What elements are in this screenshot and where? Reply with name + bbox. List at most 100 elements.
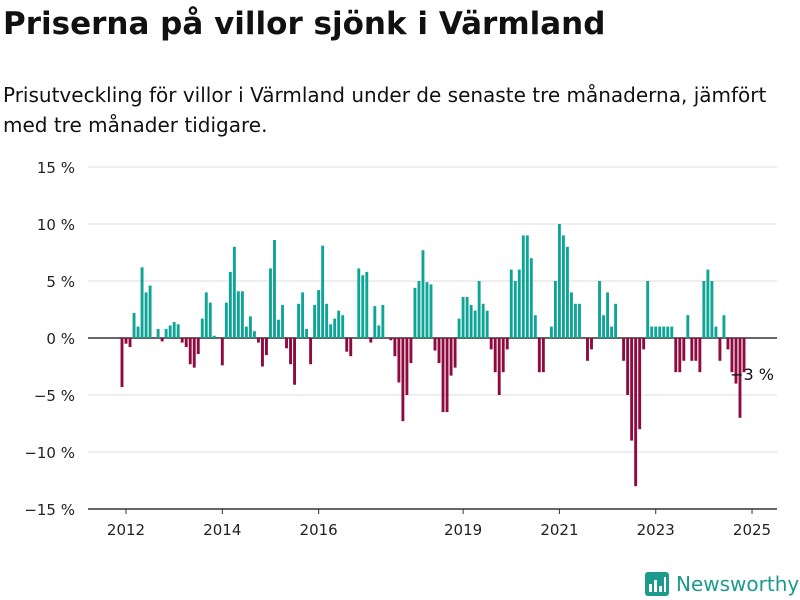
bar	[694, 338, 698, 361]
bar	[212, 335, 216, 338]
bar	[433, 338, 437, 351]
bar-chart: 15 %10 %5 %0 %−5 %−10 %−15 % 2012 2014 201…	[24, 159, 777, 539]
bar	[252, 331, 256, 338]
bar	[373, 306, 377, 338]
bar	[646, 281, 650, 338]
annotation: −3 %	[730, 365, 774, 384]
bar	[574, 303, 577, 338]
bar	[525, 235, 529, 338]
bar	[329, 324, 333, 338]
bar	[606, 292, 610, 338]
y-tick-label: −5 %	[34, 387, 75, 405]
bar	[662, 326, 666, 338]
bar	[293, 338, 296, 385]
bar	[345, 338, 349, 352]
x-tick-label: 2019	[444, 521, 482, 539]
bar	[281, 304, 284, 338]
bar	[634, 338, 638, 487]
y-tick-label: 5 %	[46, 273, 75, 291]
bar	[469, 304, 473, 338]
bar	[578, 303, 581, 338]
bar	[128, 338, 132, 348]
bar	[361, 275, 365, 338]
chart-subtitle: Prisutveckling för villor i Värmland und…	[3, 83, 767, 137]
bar	[557, 224, 561, 338]
bar	[586, 338, 589, 361]
bar	[208, 302, 212, 338]
bar	[132, 312, 136, 338]
bar	[698, 338, 702, 373]
bar	[549, 326, 553, 338]
bar	[192, 338, 196, 368]
bar	[409, 338, 413, 364]
bar	[341, 315, 345, 338]
bar	[529, 258, 533, 338]
bar	[124, 338, 128, 344]
bar	[654, 326, 658, 338]
bar	[297, 303, 301, 338]
bar	[269, 268, 272, 338]
bar	[437, 338, 441, 364]
y-tick-label: 15 %	[37, 159, 75, 177]
bar	[533, 315, 537, 338]
bar	[453, 338, 457, 368]
bar	[349, 338, 353, 357]
bar	[236, 291, 240, 338]
bar	[333, 318, 337, 338]
bar	[188, 338, 192, 365]
bar	[120, 338, 124, 388]
bar	[670, 326, 674, 338]
bar	[240, 291, 244, 338]
bar	[325, 303, 329, 338]
x-tick-label: 2014	[203, 521, 241, 539]
bar	[666, 326, 670, 338]
x-tick-label: 2023	[637, 521, 675, 539]
x-tick-label: 2025	[733, 521, 771, 539]
bar	[164, 328, 168, 338]
bar	[321, 245, 325, 338]
bar	[541, 338, 545, 373]
bar	[553, 281, 557, 338]
bar	[401, 338, 405, 422]
x-tick-label: 2021	[540, 521, 578, 539]
bar	[389, 338, 393, 341]
bar	[136, 326, 140, 338]
bar-chart-icon	[645, 572, 669, 596]
bar	[277, 319, 280, 338]
bar	[610, 326, 614, 338]
bar	[742, 338, 746, 373]
bar	[244, 326, 248, 338]
bar	[493, 338, 497, 373]
bars	[120, 224, 746, 487]
bar	[614, 303, 618, 338]
bar	[224, 302, 228, 338]
bar	[726, 338, 730, 350]
bar	[650, 326, 654, 338]
bar	[248, 316, 252, 338]
bar	[690, 338, 694, 361]
bar	[501, 338, 505, 373]
bar	[642, 338, 646, 350]
bar	[509, 269, 513, 338]
x-axis: 2012 2014 2016 2019 2021 2023 2025	[88, 508, 777, 539]
bar	[168, 325, 172, 338]
bar	[570, 292, 573, 338]
y-tick-label: 10 %	[37, 216, 75, 234]
bar	[682, 338, 686, 361]
bar	[638, 338, 642, 430]
bar	[513, 281, 517, 338]
bar	[730, 338, 734, 373]
bar	[561, 235, 565, 338]
bar	[517, 269, 521, 338]
bar	[413, 287, 417, 338]
annotation-label: −3 %	[730, 365, 774, 384]
bar	[702, 281, 706, 338]
x-tick-label: 2012	[107, 521, 145, 539]
bar	[337, 310, 341, 338]
bar	[425, 282, 429, 338]
bar	[289, 338, 292, 365]
bar	[722, 315, 726, 338]
bar	[220, 338, 224, 366]
y-axis-tick-labels: 15 % 10 % 5 % 0 % −5 % −10 % −15 %	[24, 159, 75, 519]
bar	[710, 281, 714, 338]
